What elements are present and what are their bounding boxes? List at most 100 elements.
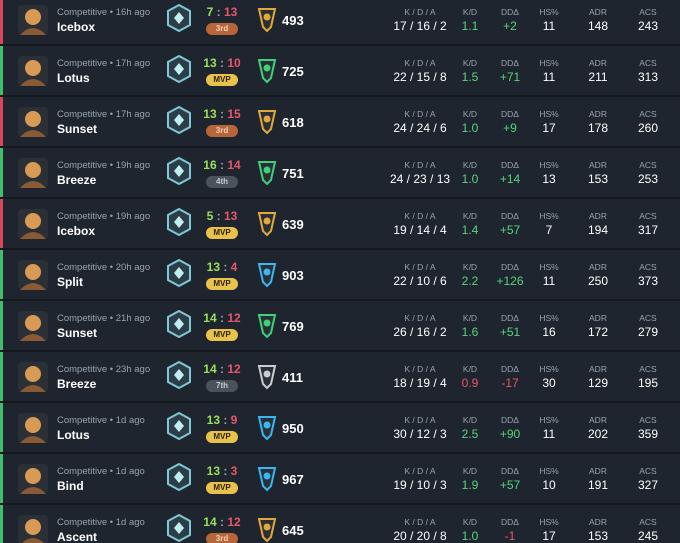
hs-value: 10 (542, 478, 556, 492)
score: 13 : 4 (190, 260, 254, 274)
kd-value: 0.9 (461, 376, 479, 390)
score: 13 : 3 (190, 464, 254, 478)
hs-label: HS% (539, 160, 559, 170)
kd-label: K/D (462, 313, 478, 323)
result-bar (0, 0, 3, 44)
mode-time: Competitive • 21h ago (57, 313, 151, 324)
acs-value: 279 (637, 325, 659, 339)
placement-badge: 3rd (206, 125, 238, 137)
score-sep: : (216, 515, 228, 529)
acs-label: ACS (639, 109, 657, 119)
acs-value: 260 (637, 121, 659, 135)
dd-label: DDΔ (501, 160, 519, 170)
map-name: Icebox (57, 224, 96, 238)
placement-badge: 3rd (206, 23, 238, 35)
mode-time: Competitive • 19h ago (57, 160, 151, 171)
kda-value: 22 / 15 / 8 (393, 70, 447, 84)
acs-label: ACS (639, 7, 657, 17)
team-score: 16 (203, 158, 217, 172)
dd-value: -17 (501, 376, 519, 390)
acs-label: ACS (639, 364, 657, 374)
score-sep: : (220, 413, 231, 427)
rating: 950 (282, 421, 304, 436)
adr-value: 178 (587, 121, 609, 135)
result-bar (0, 250, 3, 299)
placement-badge: MVP (206, 329, 238, 341)
map-name: Ascent (57, 530, 98, 543)
kda-label: K / D / A (404, 517, 436, 527)
result-bar (0, 505, 3, 543)
kd-value: 1.5 (461, 70, 479, 84)
map-name: Sunset (57, 122, 98, 136)
enemy-score: 15 (227, 107, 241, 121)
icons (18, 513, 277, 543)
kda-label: K / D / A (404, 160, 436, 170)
score: 13 : 10 (190, 56, 254, 70)
kd-label: K/D (462, 364, 478, 374)
mode-time: Competitive • 16h ago (57, 7, 151, 18)
kda-value: 24 / 24 / 6 (393, 121, 447, 135)
match-row[interactable]: Competitive • 19h ago Icebox 5 : 13 MVP 639 K… (0, 199, 680, 248)
enemy-score: 3 (230, 464, 238, 478)
icons (18, 360, 277, 392)
kda-value: 17 / 16 / 2 (393, 19, 447, 33)
team-score: 13 (206, 464, 220, 478)
kd-value: 2.2 (461, 274, 479, 288)
kda-value: 19 / 14 / 4 (393, 223, 447, 237)
match-row[interactable]: Competitive • 1d ago Bind 13 : 3 MVP 967 K / … (0, 454, 680, 503)
dd-value: +126 (496, 274, 524, 288)
score: 7 : 13 (190, 5, 254, 19)
acs-label: ACS (639, 58, 657, 68)
kd-value: 1.0 (461, 529, 479, 543)
match-row[interactable]: Competitive • 17h ago Lotus 13 : 10 MVP 725 K… (0, 46, 680, 95)
match-row[interactable]: Competitive • 21h ago Sunset 14 : 12 MVP 769… (0, 301, 680, 350)
match-row[interactable]: Competitive • 16h ago Icebox 7 : 13 3rd 493 K… (0, 0, 680, 44)
kd-label: K/D (462, 517, 478, 527)
adr-label: ADR (589, 160, 607, 170)
adr-label: ADR (589, 364, 607, 374)
kda-value: 22 / 10 / 6 (393, 274, 447, 288)
acs-label: ACS (639, 466, 657, 476)
match-row[interactable]: Competitive • 1d ago Ascent 14 : 12 3rd 645 K… (0, 505, 680, 543)
enemy-score: 14 (227, 158, 241, 172)
match-row[interactable]: Competitive • 23h ago Breeze 14 : 12 7th 411… (0, 352, 680, 401)
adr-value: 129 (587, 376, 609, 390)
hs-label: HS% (539, 262, 559, 272)
mode-time: Competitive • 1d ago (57, 466, 145, 477)
acs-value: 373 (637, 274, 659, 288)
kd-value: 1.6 (461, 325, 479, 339)
kda-value: 18 / 19 / 4 (393, 376, 447, 390)
score: 16 : 14 (190, 158, 254, 172)
placement-badge: 7th (206, 380, 238, 392)
rating: 751 (282, 166, 304, 181)
hs-label: HS% (539, 7, 559, 17)
icons (18, 411, 277, 443)
acs-value: 195 (637, 376, 659, 390)
match-row[interactable]: Competitive • 17h ago Sunset 13 : 15 3rd 618… (0, 97, 680, 146)
result-bar (0, 148, 3, 197)
acs-value: 313 (637, 70, 659, 84)
adr-label: ADR (589, 415, 607, 425)
placement-badge: MVP (206, 431, 238, 443)
kd-value: 1.1 (461, 19, 479, 33)
score-sep: : (216, 107, 228, 121)
dd-value: +57 (499, 478, 521, 492)
placement-badge: 4th (206, 176, 238, 188)
match-row[interactable]: Competitive • 20h ago Split 13 : 4 MVP 903 K … (0, 250, 680, 299)
result-bar (0, 97, 3, 146)
match-row[interactable]: Competitive • 19h ago Breeze 16 : 14 4th 751… (0, 148, 680, 197)
acs-label: ACS (639, 415, 657, 425)
map-name: Lotus (57, 428, 90, 442)
icons (18, 3, 277, 35)
rating: 725 (282, 64, 304, 79)
hs-value: 11 (542, 70, 556, 84)
kda-label: K / D / A (404, 262, 436, 272)
match-row[interactable]: Competitive • 1d ago Lotus 13 : 9 MVP 950 K /… (0, 403, 680, 452)
kda-label: K / D / A (404, 466, 436, 476)
team-score: 14 (203, 311, 217, 325)
kd-label: K/D (462, 109, 478, 119)
acs-value: 243 (637, 19, 659, 33)
kda-label: K / D / A (404, 211, 436, 221)
icons (18, 105, 277, 137)
mode-time: Competitive • 23h ago (57, 364, 151, 375)
